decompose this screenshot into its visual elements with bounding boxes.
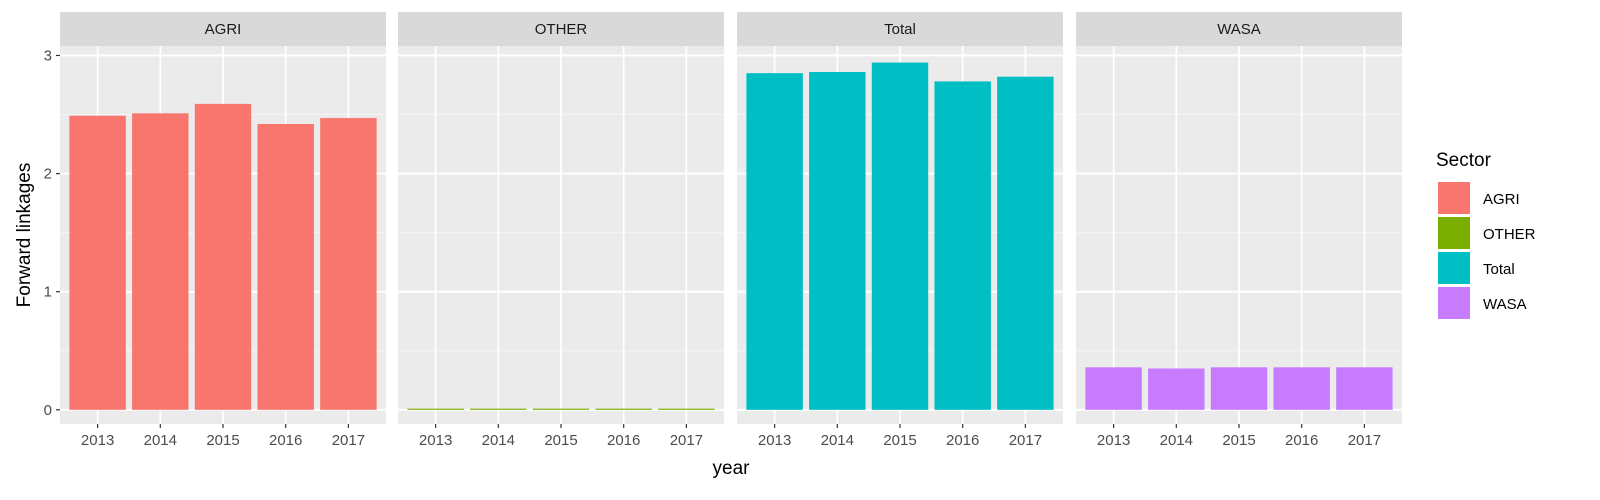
x-tick-label: 2014 <box>482 432 515 449</box>
y-tick-label: 0 <box>44 402 52 419</box>
x-tick-label: 2013 <box>1097 432 1130 449</box>
bar-total-2014 <box>809 71 866 410</box>
y-tick-label: 3 <box>44 47 52 64</box>
bar-other-2014 <box>470 408 527 410</box>
bar-wasa-2016 <box>1273 367 1330 410</box>
bar-total-2016 <box>934 81 991 410</box>
bar-agri-2013 <box>69 115 126 410</box>
panel-agri: AGRI 2013 2014 2015 2016 2017 <box>60 12 386 449</box>
strip-label-agri: AGRI <box>205 21 242 38</box>
legend-key-total <box>1438 252 1470 284</box>
x-tick-label: 2017 <box>1348 432 1381 449</box>
legend-label-total: Total <box>1483 261 1515 278</box>
bar-other-2016 <box>595 408 652 410</box>
panel-wasa: WASA 2013 2014 2015 2016 2017 <box>1076 12 1402 449</box>
legend: Sector AGRI OTHER Total WASA <box>1436 150 1536 319</box>
x-tick-label: 2015 <box>883 432 916 449</box>
bar-total-2013 <box>746 73 803 410</box>
x-tick-label: 2013 <box>81 432 114 449</box>
bar-total-2017 <box>997 76 1054 410</box>
bar-wasa-2013 <box>1085 367 1142 410</box>
x-tick-label: 2016 <box>269 432 302 449</box>
legend-label-wasa: WASA <box>1483 296 1527 313</box>
x-tick-label: 2015 <box>544 432 577 449</box>
y-tick-label: 2 <box>44 166 52 183</box>
bar-other-2013 <box>407 408 464 410</box>
legend-key-wasa <box>1438 287 1470 319</box>
legend-key-other <box>1438 217 1470 249</box>
strip-label-total: Total <box>884 21 916 38</box>
strip-agri <box>60 12 386 46</box>
strip-wasa <box>1076 12 1402 46</box>
facet-panels: AGRI 2013 2014 2015 2016 2017 OTHER 2013 2014 201… <box>60 12 1402 449</box>
x-tick-label: 2017 <box>1009 432 1042 449</box>
x-tick-label: 2013 <box>758 432 791 449</box>
bar-total-2015 <box>871 62 929 410</box>
x-axis-title: year <box>713 458 751 479</box>
x-tick-label: 2016 <box>946 432 979 449</box>
bar-other-2017 <box>658 408 715 410</box>
strip-total <box>737 12 1063 46</box>
panel-other: OTHER 2013 2014 2015 2016 2017 <box>398 12 724 449</box>
strip-label-other: OTHER <box>535 21 588 38</box>
bar-wasa-2014 <box>1148 368 1205 410</box>
y-axis: 0 1 2 3 <box>44 47 60 419</box>
x-tick-label: 2017 <box>670 432 703 449</box>
bar-agri-2017 <box>320 118 377 410</box>
bar-agri-2014 <box>132 113 189 410</box>
bar-wasa-2017 <box>1336 367 1393 410</box>
x-tick-label: 2014 <box>821 432 854 449</box>
bar-agri-2015 <box>194 103 252 410</box>
y-tick-label: 1 <box>44 284 52 301</box>
bar-other-2015 <box>532 408 590 410</box>
legend-label-agri: AGRI <box>1483 191 1520 208</box>
bar-wasa-2015 <box>1210 367 1268 410</box>
x-tick-label: 2015 <box>206 432 239 449</box>
x-tick-label: 2016 <box>607 432 640 449</box>
legend-label-other: OTHER <box>1483 226 1536 243</box>
x-tick-label: 2016 <box>1285 432 1318 449</box>
panel-total: Total 2013 2014 2015 2016 2017 <box>737 12 1063 449</box>
strip-label-wasa: WASA <box>1217 21 1261 38</box>
legend-title: Sector <box>1436 150 1492 171</box>
y-axis-title: Forward linkages <box>14 163 35 308</box>
legend-key-agri <box>1438 182 1470 214</box>
x-tick-label: 2017 <box>332 432 365 449</box>
bar-agri-2016 <box>257 123 314 410</box>
x-tick-label: 2014 <box>144 432 177 449</box>
x-tick-label: 2014 <box>1160 432 1193 449</box>
strip-other <box>398 12 724 46</box>
x-tick-label: 2015 <box>1222 432 1255 449</box>
x-tick-label: 2013 <box>419 432 452 449</box>
